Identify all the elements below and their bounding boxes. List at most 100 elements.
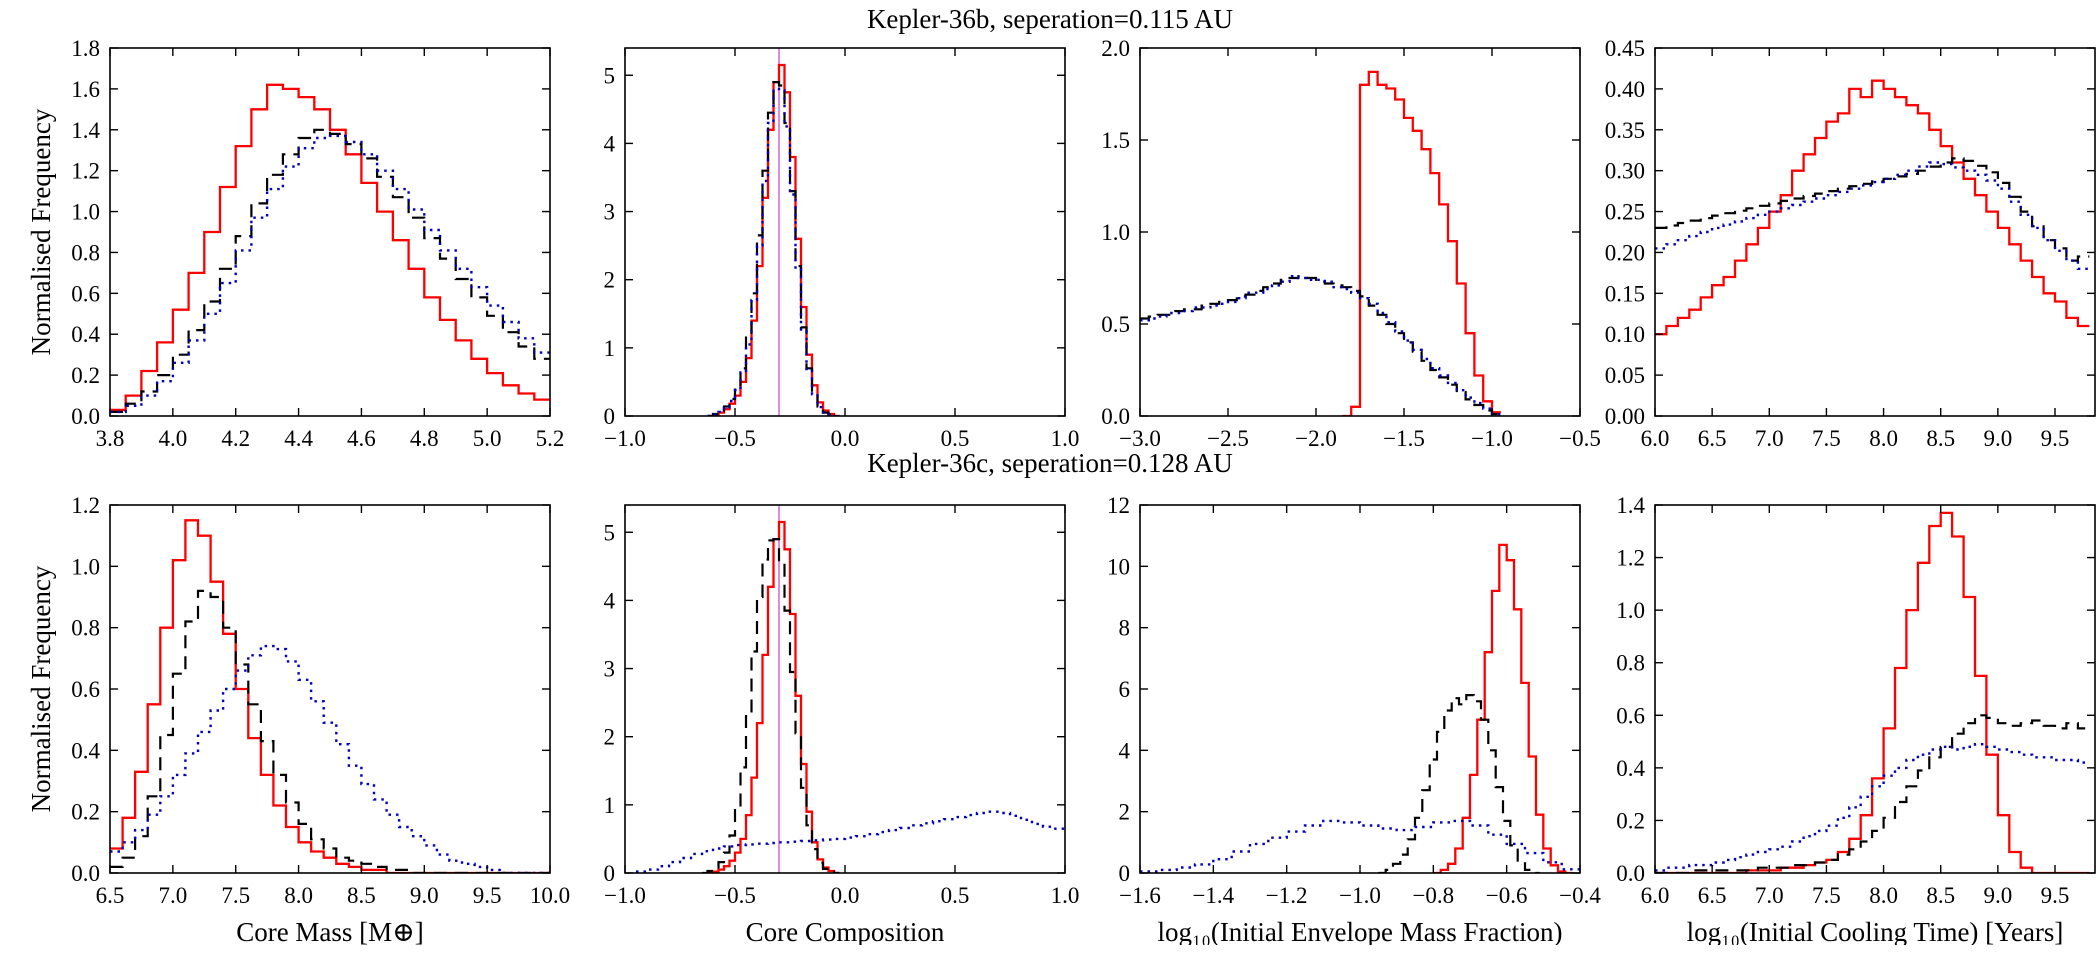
axes-frame	[109, 47, 551, 417]
svg-text:8.0: 8.0	[284, 883, 313, 908]
series-solid-red	[707, 63, 840, 416]
svg-text:0.30: 0.30	[1605, 159, 1645, 184]
svg-text:3: 3	[604, 657, 616, 682]
svg-text:3: 3	[604, 200, 616, 225]
svg-text:0.8: 0.8	[71, 616, 100, 641]
svg-text:−0.5: −0.5	[714, 426, 756, 451]
svg-text:5: 5	[604, 520, 616, 545]
axes-frame	[624, 504, 1066, 874]
svg-text:2: 2	[604, 725, 616, 750]
series-dotted-blue	[1655, 161, 2090, 270]
svg-text:−2.0: −2.0	[1295, 426, 1337, 451]
svg-text:4.8: 4.8	[410, 426, 439, 451]
svg-text:6.0: 6.0	[1641, 426, 1670, 451]
svg-text:−3.0: −3.0	[1119, 426, 1161, 451]
svg-text:4: 4	[1119, 738, 1131, 763]
svg-text:0.0: 0.0	[71, 404, 100, 429]
chart-svg: −3.0 −2.5 −2.0 −1.5 −1.0 −0.5 0.0 0.5 1.0 1.5 2.0	[1101, 36, 1601, 451]
svg-text:7.5: 7.5	[221, 883, 250, 908]
chart-svg: −1.0 −0.5 0.0 0.5 1.0 0 1 2 3 4 5 Core Composition	[604, 504, 1079, 947]
chart-svg: −1.6 −1.4 −1.2 −1.0 −0.8 −0.6 −0.4 0 2 4 6 8 10 12 log…	[1107, 493, 1601, 947]
svg-text:0.0: 0.0	[1616, 861, 1645, 886]
svg-text:0.00: 0.00	[1605, 404, 1645, 429]
svg-text:4.2: 4.2	[221, 426, 250, 451]
svg-text:−0.5: −0.5	[714, 883, 756, 908]
svg-text:0.15: 0.15	[1605, 281, 1645, 306]
svg-text:0.35: 0.35	[1605, 118, 1645, 143]
svg-text:0.0: 0.0	[831, 426, 860, 451]
svg-text:−1.5: −1.5	[1383, 426, 1425, 451]
svg-text:8: 8	[1119, 616, 1131, 641]
svg-text:8.5: 8.5	[1926, 883, 1955, 908]
svg-text:12: 12	[1107, 493, 1130, 518]
svg-text:6.5: 6.5	[96, 883, 125, 908]
svg-text:9.5: 9.5	[2041, 883, 2070, 908]
svg-text:7.0: 7.0	[1755, 883, 1784, 908]
svg-text:1: 1	[604, 793, 616, 818]
svg-text:1.5: 1.5	[1101, 128, 1130, 153]
svg-text:0.4: 0.4	[71, 738, 100, 763]
svg-text:1.2: 1.2	[71, 159, 100, 184]
svg-text:5: 5	[604, 63, 616, 88]
svg-text:6: 6	[1119, 677, 1131, 702]
svg-text:1.2: 1.2	[71, 493, 100, 518]
subplot-kepler36c-envelope-mass-fraction: −1.6 −1.4 −1.2 −1.0 −0.8 −0.6 −0.4 0 2 4 6 8 10 12 log…	[1060, 493, 1608, 947]
svg-text:−1.4: −1.4	[1192, 883, 1234, 908]
series-dashed-black	[707, 81, 840, 416]
svg-text:−1.6: −1.6	[1119, 883, 1161, 908]
svg-text:1.4: 1.4	[71, 118, 100, 143]
row-title-kepler-36c: Kepler-36c, seperation=0.128 AU	[867, 448, 1233, 478]
x-axis-label: Core Composition	[746, 917, 945, 945]
svg-text:0: 0	[1119, 861, 1131, 886]
svg-text:8.0: 8.0	[1869, 426, 1898, 451]
y-axis-label: Normalised Frequency	[30, 108, 56, 355]
svg-text:−0.5: −0.5	[1559, 426, 1601, 451]
svg-text:0.6: 0.6	[1616, 703, 1645, 728]
series-dashed-black	[110, 589, 550, 873]
axes-frame	[624, 47, 1066, 417]
svg-text:2.0: 2.0	[1101, 36, 1130, 61]
row-title-kepler-36b: Kepler-36b, seperation=0.115 AU	[866, 4, 1234, 34]
svg-text:0.2: 0.2	[71, 363, 100, 388]
svg-text:0: 0	[604, 404, 616, 429]
svg-text:1.2: 1.2	[1616, 546, 1645, 571]
svg-text:−1.0: −1.0	[1339, 883, 1381, 908]
svg-text:4.6: 4.6	[347, 426, 376, 451]
svg-text:0.6: 0.6	[71, 281, 100, 306]
svg-text:0.4: 0.4	[71, 322, 100, 347]
series-dotted-blue	[1140, 819, 1580, 873]
svg-text:6.0: 6.0	[1641, 883, 1670, 908]
svg-text:1.0: 1.0	[71, 200, 100, 225]
svg-text:7.0: 7.0	[1755, 426, 1784, 451]
subplot-kepler36c-core-composition: −1.0 −0.5 0.0 0.5 1.0 0 1 2 3 4 5 Core Composition	[545, 493, 1093, 947]
svg-text:2: 2	[1119, 800, 1131, 825]
subplot-kepler36b-cooling-time: 6.0 6.5 7.0 7.5 8.0 8.5 9.0 9.5 0.00 0.05 0.10 0.15…	[1575, 36, 2100, 488]
svg-text:−0.4: −0.4	[1559, 883, 1601, 908]
svg-text:9.0: 9.0	[410, 883, 439, 908]
svg-text:0.05: 0.05	[1605, 363, 1645, 388]
series-dotted-blue	[110, 134, 550, 414]
series-solid-red	[707, 520, 840, 873]
svg-text:−0.6: −0.6	[1486, 883, 1528, 908]
svg-text:5.2: 5.2	[536, 426, 565, 451]
svg-text:−2.5: −2.5	[1207, 426, 1249, 451]
svg-text:0.4: 0.4	[1616, 756, 1645, 781]
subplot-kepler36b-envelope-mass-fraction: −3.0 −2.5 −2.0 −1.5 −1.0 −0.5 0.0 0.5 1.0 1.5 2.0	[1060, 36, 1608, 488]
series-dotted-blue	[110, 644, 550, 873]
series-solid-red	[1655, 79, 2090, 336]
svg-text:0.40: 0.40	[1605, 77, 1645, 102]
series-dotted-blue	[1140, 275, 1501, 416]
svg-text:0: 0	[604, 861, 616, 886]
subplot-kepler36c-cooling-time: 6.0 6.5 7.0 7.5 8.0 8.5 9.0 9.5 0.0 0.2 0.4 0.6 0.8 1…	[1575, 493, 2100, 947]
svg-text:1.4: 1.4	[1616, 493, 1645, 518]
svg-text:0.8: 0.8	[71, 240, 100, 265]
svg-text:−1.0: −1.0	[604, 426, 646, 451]
svg-text:8.0: 8.0	[1869, 883, 1898, 908]
svg-text:1.0: 1.0	[71, 554, 100, 579]
svg-text:0.2: 0.2	[1616, 808, 1645, 833]
svg-text:9.5: 9.5	[2041, 426, 2070, 451]
svg-text:−1.0: −1.0	[1471, 426, 1513, 451]
svg-text:9.0: 9.0	[1983, 426, 2012, 451]
y-axis-label: Normalised Frequency	[30, 565, 56, 812]
svg-text:4.0: 4.0	[158, 426, 187, 451]
